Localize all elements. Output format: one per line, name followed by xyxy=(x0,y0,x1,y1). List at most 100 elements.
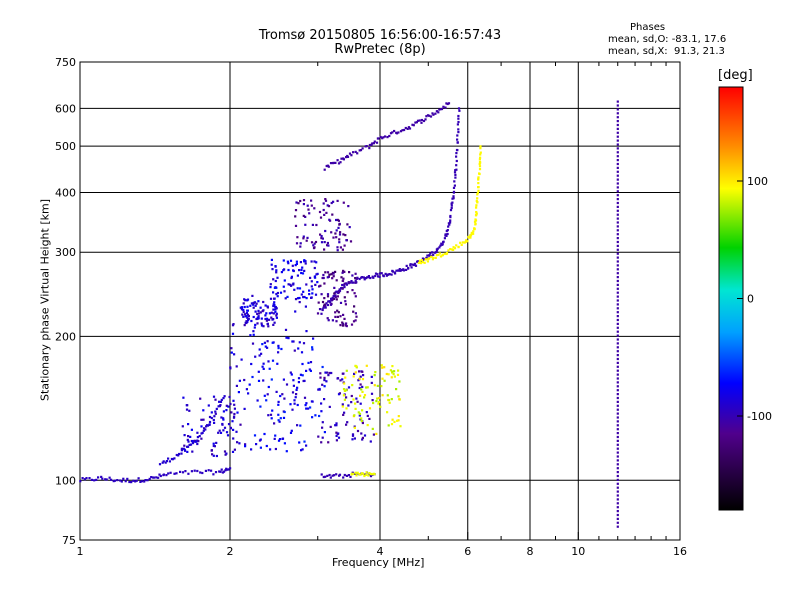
data-point xyxy=(350,394,353,398)
data-point xyxy=(247,314,250,318)
data-point xyxy=(254,323,257,326)
data-point xyxy=(324,198,327,201)
data-point xyxy=(383,379,386,382)
data-point xyxy=(229,467,232,470)
data-point xyxy=(372,142,375,145)
data-point xyxy=(323,303,326,306)
data-point xyxy=(182,396,185,399)
data-point xyxy=(218,470,221,473)
y-tick-label: 75 xyxy=(62,534,76,547)
data-point xyxy=(377,137,380,140)
data-point xyxy=(474,222,477,225)
data-point xyxy=(330,201,333,205)
data-point xyxy=(304,262,307,265)
data-point xyxy=(616,455,619,458)
data-point xyxy=(322,306,325,309)
data-point xyxy=(332,272,335,275)
data-point xyxy=(452,186,456,189)
y-tick-label: 600 xyxy=(55,102,76,115)
data-point xyxy=(206,424,210,427)
data-point xyxy=(311,288,314,291)
data-point xyxy=(616,490,619,493)
data-point xyxy=(386,136,389,139)
data-point xyxy=(392,373,395,376)
data-point xyxy=(371,399,374,402)
data-point xyxy=(303,396,307,399)
data-point xyxy=(397,269,400,272)
data-point xyxy=(212,454,215,457)
data-point xyxy=(616,123,619,127)
data-point xyxy=(212,444,215,447)
data-point xyxy=(441,243,444,246)
data-point xyxy=(214,410,217,413)
data-point xyxy=(293,349,296,352)
data-point xyxy=(457,131,460,134)
data-point xyxy=(144,479,147,482)
data-point xyxy=(323,241,326,244)
data-point xyxy=(445,234,448,237)
data-point xyxy=(311,348,314,351)
data-point xyxy=(450,206,453,210)
data-point xyxy=(274,306,277,309)
data-point xyxy=(330,273,333,276)
data-point xyxy=(368,147,371,150)
data-point xyxy=(414,264,418,267)
data-point xyxy=(616,471,619,474)
data-point xyxy=(365,411,368,414)
data-point xyxy=(315,273,318,276)
data-point xyxy=(349,240,353,243)
data-point xyxy=(369,475,373,478)
data-point xyxy=(301,266,304,269)
data-point xyxy=(303,440,306,443)
data-point xyxy=(310,285,313,288)
data-point xyxy=(616,443,619,446)
data-point xyxy=(208,420,212,424)
data-point xyxy=(397,369,400,372)
data-point xyxy=(391,365,394,368)
data-point xyxy=(452,246,455,249)
data-point xyxy=(277,400,280,403)
data-point xyxy=(373,384,376,387)
data-point xyxy=(292,379,295,382)
data-point xyxy=(342,269,345,272)
data-point xyxy=(477,182,480,185)
data-point xyxy=(616,346,619,349)
data-point xyxy=(616,513,619,517)
colorbar-tick-label: 100 xyxy=(747,175,768,188)
data-point xyxy=(227,405,230,408)
data-point xyxy=(277,403,280,406)
data-point xyxy=(270,263,273,266)
data-point xyxy=(219,431,223,434)
data-point xyxy=(415,121,418,124)
data-point xyxy=(315,261,318,264)
data-point xyxy=(236,411,239,414)
data-point xyxy=(324,475,327,478)
data-point xyxy=(342,233,345,236)
data-point xyxy=(252,301,255,304)
data-point xyxy=(616,256,619,259)
data-point xyxy=(222,470,226,473)
data-point xyxy=(269,283,272,286)
data-point xyxy=(270,378,273,381)
data-point xyxy=(210,469,213,472)
data-point xyxy=(200,425,203,428)
data-point xyxy=(479,147,482,150)
data-point xyxy=(436,247,439,250)
data-point xyxy=(290,429,293,432)
data-point xyxy=(233,407,236,410)
data-point xyxy=(294,264,297,267)
data-point xyxy=(110,478,113,481)
data-point xyxy=(479,151,482,154)
data-point xyxy=(298,296,301,300)
data-point xyxy=(405,264,408,267)
x-tick-label: 2 xyxy=(227,545,234,558)
data-point xyxy=(303,259,306,262)
data-point xyxy=(320,241,324,244)
data-point xyxy=(353,292,356,295)
data-point xyxy=(290,276,293,280)
data-point xyxy=(290,373,293,376)
data-point xyxy=(323,168,326,171)
data-point xyxy=(130,481,133,484)
data-point xyxy=(202,429,205,432)
data-point xyxy=(341,372,344,375)
